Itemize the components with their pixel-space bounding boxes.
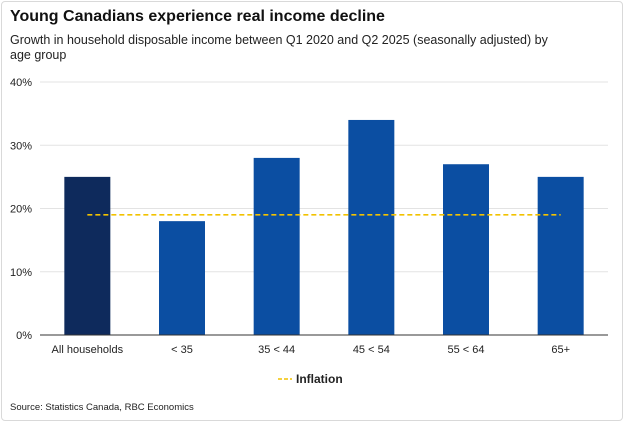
x-axis-ticks: All households < 35 35 < 44 45 < 54 55 < 64 6… (52, 344, 570, 356)
bar (443, 164, 489, 335)
y-axis-ticks: 0% 10% 20% 30% 40% (10, 77, 32, 342)
legend: Inflation (278, 372, 343, 386)
bar (253, 157, 300, 335)
bar (159, 221, 205, 335)
x-tick-label: 35 < 44 (258, 344, 295, 356)
bars (64, 119, 584, 335)
bar (348, 119, 395, 335)
x-tick-label: 45 < 54 (353, 344, 390, 356)
x-tick-label: < 35 (171, 344, 193, 356)
x-tick-label: 55 < 64 (447, 344, 484, 356)
gridlines (40, 81, 608, 273)
y-tick-label: 10% (10, 267, 32, 279)
y-tick-label: 20% (10, 204, 32, 216)
legend-inflation-label: Inflation (296, 372, 343, 386)
x-tick-label: All households (52, 344, 124, 356)
x-tick-label: 65+ (551, 344, 570, 356)
chart-source: Source: Statistics Canada, RBC Economics (10, 402, 194, 413)
y-tick-label: 40% (10, 77, 32, 89)
y-tick-label: 30% (10, 140, 32, 152)
bar (64, 176, 111, 335)
y-tick-label: 0% (16, 330, 32, 342)
bar (537, 176, 584, 335)
chart-subtitle: Growth in household disposable income be… (10, 33, 548, 62)
chart-title: Young Canadians experience real income d… (10, 8, 385, 25)
